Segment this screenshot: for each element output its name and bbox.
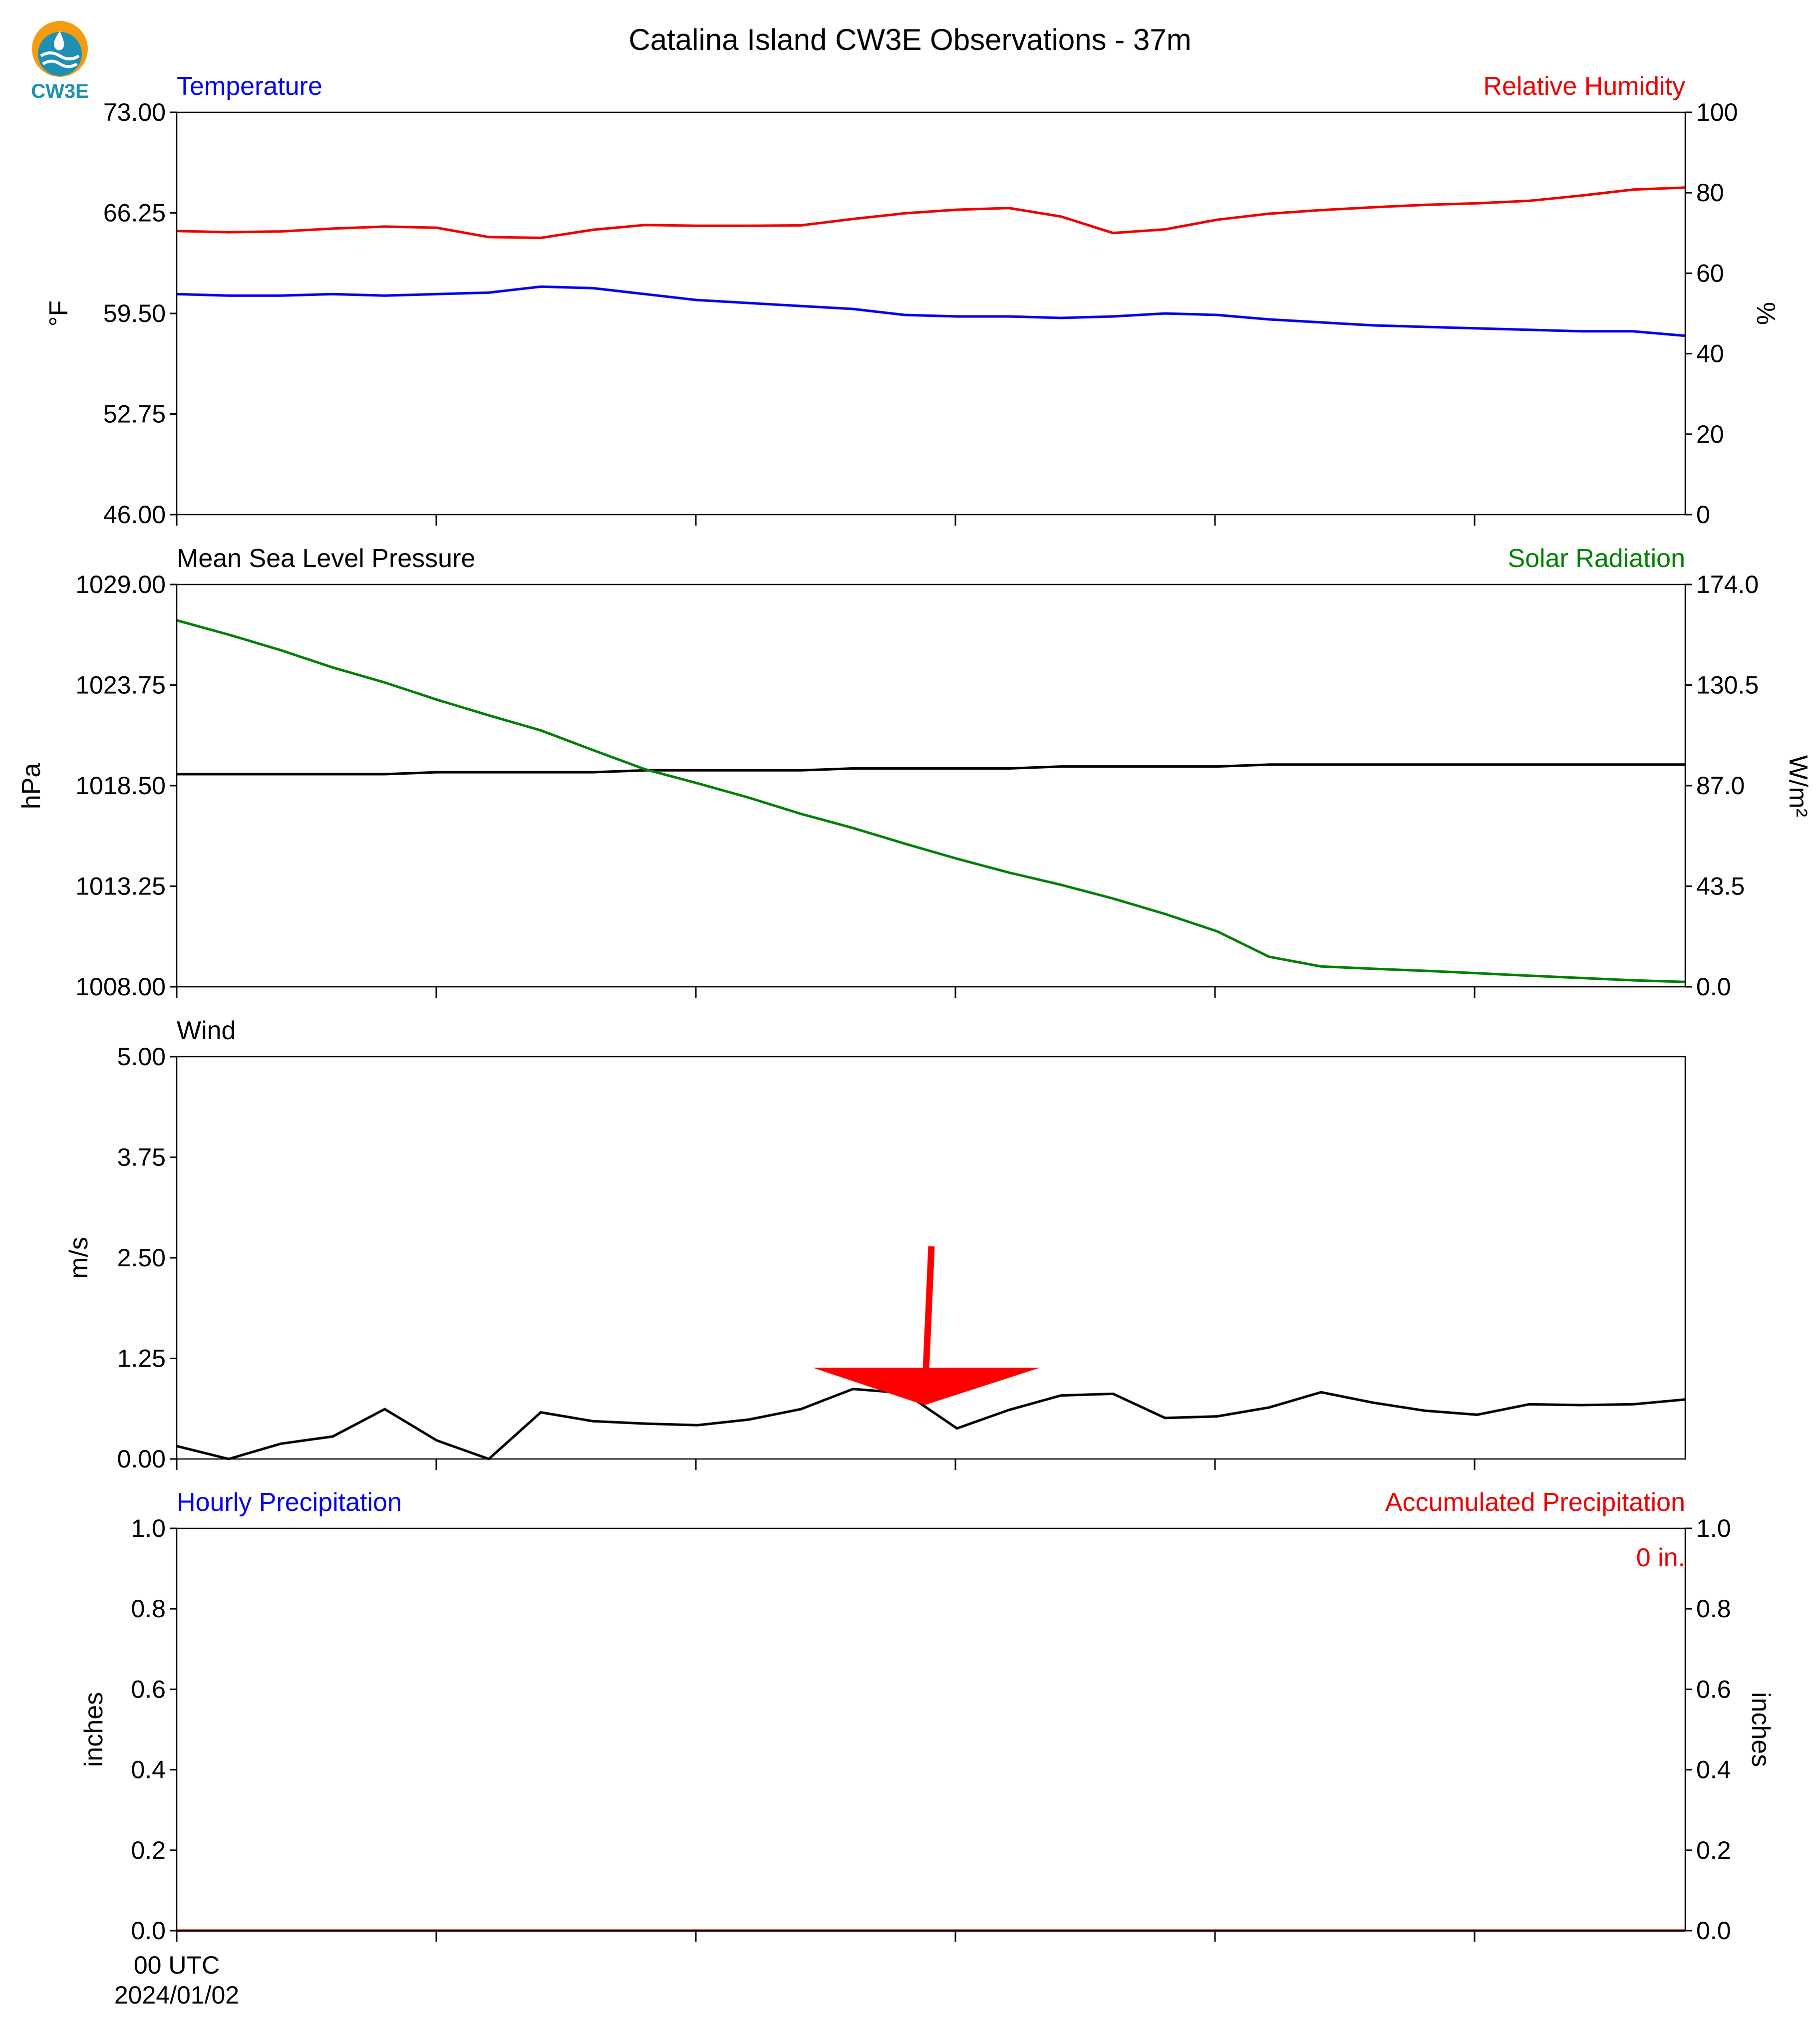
right-tick-label: 60 <box>1696 259 1724 287</box>
panel-pressure-solar: Mean Sea Level Pressure Solar Radiation … <box>17 544 1813 1001</box>
right-tick-label: 0.8 <box>1696 1595 1731 1623</box>
left-tick-label: 1.0 <box>131 1514 166 1542</box>
right-tick-label: 0.6 <box>1696 1675 1731 1703</box>
right-tick-label: 100 <box>1696 98 1738 126</box>
hourly-precip-axis-label: inches <box>79 1692 108 1767</box>
x-tick-label-date: 2024/01/02 <box>114 1981 239 2009</box>
left-tick-label: 1008.00 <box>75 973 166 1001</box>
right-tick-label: 80 <box>1696 179 1724 207</box>
panel-3-frame <box>176 1056 1686 1460</box>
right-tick-label: 0.2 <box>1696 1836 1731 1864</box>
right-tick-label: 0.4 <box>1696 1756 1731 1784</box>
logo-text: CW3E <box>31 80 89 102</box>
temperature-axis-label: °F <box>44 300 73 327</box>
left-tick-label: 5.00 <box>117 1043 166 1071</box>
cw3e-logo: CW3E <box>31 21 89 102</box>
accumulated-total-annotation: 0 in. <box>1636 1543 1685 1572</box>
left-tick-label: 52.75 <box>103 400 166 428</box>
pressure-line <box>177 763 1685 776</box>
panel-3-ticks: 0.00 1.25 2.50 3.75 5.00 <box>117 1043 1476 1473</box>
panel-wind: Wind m/s 0.00 1.25 2.50 3.75 5.00 <box>64 1016 1686 1473</box>
accumulated-precip-label: Accumulated Precipitation <box>1385 1488 1685 1517</box>
left-tick-label: 1.25 <box>117 1345 166 1373</box>
panel-2-frame <box>176 583 1686 988</box>
left-tick-label: 0.0 <box>131 1917 166 1945</box>
humidity-line <box>176 186 1686 240</box>
right-tick-label: 40 <box>1696 340 1724 368</box>
left-tick-label: 0.2 <box>131 1836 166 1864</box>
left-tick-label: 59.50 <box>103 299 166 327</box>
left-tick-label: 2.50 <box>117 1244 166 1272</box>
temperature-line <box>176 285 1686 337</box>
temperature-label: Temperature <box>177 72 322 101</box>
left-tick-label: 0.6 <box>131 1675 166 1703</box>
panel-2-ticks: 1008.00 1013.25 1018.50 1023.75 1029.00 0.0 43… <box>75 571 1759 1001</box>
left-tick-label: 1023.75 <box>75 671 166 699</box>
left-tick-label: 3.75 <box>117 1144 166 1171</box>
humidity-axis-label: % <box>1751 302 1780 325</box>
right-tick-label: 0.0 <box>1696 1917 1731 1945</box>
left-tick-label: 46.00 <box>103 501 166 529</box>
right-tick-label: 0.0 <box>1696 973 1731 1001</box>
left-tick-label: 1013.25 <box>75 872 166 900</box>
panel-1-frame <box>176 111 1686 516</box>
solar-line <box>176 619 1686 983</box>
left-tick-label: 1018.50 <box>75 772 166 800</box>
wind-direction-arrow-icon <box>813 1246 1040 1405</box>
solar-label: Solar Radiation <box>1508 544 1685 573</box>
wind-speed-line <box>176 1388 1686 1460</box>
left-tick-label: 0.00 <box>117 1445 166 1473</box>
right-tick-label: 174.0 <box>1696 571 1759 598</box>
x-tick-label-time: 00 UTC <box>134 1951 220 1979</box>
panel-precipitation: Hourly Precipitation Accumulated Precipi… <box>79 1488 1775 2009</box>
right-tick-label: 20 <box>1696 420 1724 448</box>
right-tick-label: 0 <box>1696 501 1710 529</box>
humidity-label: Relative Humidity <box>1483 72 1685 101</box>
hourly-precip-label: Hourly Precipitation <box>177 1488 402 1517</box>
figure-title: Catalina Island CW3E Observations - 37m <box>628 23 1191 56</box>
solar-axis-label: W/m² <box>1784 755 1813 817</box>
left-tick-label: 73.00 <box>103 98 166 126</box>
panel-4-frame <box>176 1527 1686 1932</box>
panel-4-ticks: 0.0 0.2 0.4 0.6 0.8 1.0 0.0 0.2 0.4 0.6 0.8 1.0 <box>131 1514 1731 1945</box>
right-tick-label: 87.0 <box>1696 772 1745 800</box>
left-tick-label: 66.25 <box>103 199 166 227</box>
left-tick-label: 0.4 <box>131 1756 166 1784</box>
logo-drop-icon <box>53 31 64 50</box>
pressure-axis-label: hPa <box>17 763 46 810</box>
right-tick-label: 130.5 <box>1696 671 1759 699</box>
panel-temperature-humidity: Temperature Relative Humidity °F % 46.00… <box>44 72 1780 529</box>
right-tick-label: 43.5 <box>1696 872 1745 900</box>
wind-axis-label: m/s <box>64 1237 93 1279</box>
accumulated-precip-axis-label: inches <box>1746 1692 1775 1767</box>
right-tick-label: 1.0 <box>1696 1514 1731 1542</box>
pressure-label: Mean Sea Level Pressure <box>177 544 475 573</box>
wind-label: Wind <box>177 1016 236 1045</box>
panel-1-ticks: 46.00 52.75 59.50 66.25 73.00 0 20 40 60 80 100 <box>103 98 1738 529</box>
left-tick-label: 1029.00 <box>75 571 166 598</box>
left-tick-label: 0.8 <box>131 1595 166 1623</box>
